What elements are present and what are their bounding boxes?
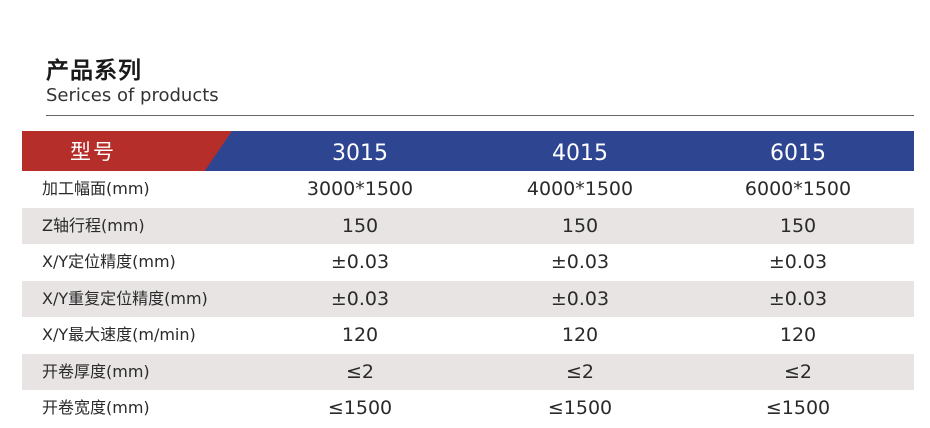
cell-value: 120 bbox=[779, 324, 817, 346]
row-label: X/Y最大速度(m/min) bbox=[42, 325, 196, 344]
row-label: 开卷宽度(mm) bbox=[42, 398, 150, 417]
cell-value: ±0.03 bbox=[768, 251, 828, 273]
section-title-cn: 产品系列 bbox=[46, 58, 142, 84]
cell-value: ≤1500 bbox=[327, 397, 393, 419]
table-row: Z轴行程(mm) 150 150 150 bbox=[22, 207, 914, 244]
table-row: X/Y重复定位精度(mm) ±0.03 ±0.03 ±0.03 bbox=[22, 280, 914, 317]
table-row: 开卷宽度(mm) ≤1500 ≤1500 ≤1500 bbox=[22, 390, 914, 427]
cell-value: ≤2 bbox=[345, 360, 374, 383]
section-title-en: Serices of products bbox=[46, 85, 219, 106]
heading-divider bbox=[46, 115, 914, 116]
row-label: X/Y重复定位精度(mm) bbox=[42, 288, 208, 308]
table-row: X/Y最大速度(m/min) 120 120 120 bbox=[22, 317, 914, 354]
cell-value: ±0.03 bbox=[330, 287, 390, 310]
row-label: 加工幅面(mm) bbox=[42, 179, 150, 198]
model-3015-header: 3015 bbox=[332, 141, 388, 166]
cell-value: ±0.03 bbox=[330, 251, 390, 273]
cell-value: 120 bbox=[561, 324, 599, 346]
table-header: 型号 3015 4015 6015 bbox=[22, 131, 914, 171]
cell-value: 150 bbox=[561, 214, 599, 237]
cell-value: ±0.03 bbox=[550, 287, 610, 310]
cell-value: ≤2 bbox=[565, 360, 594, 383]
cell-value: ±0.03 bbox=[768, 287, 828, 310]
section-heading: 产品系列 Serices of products bbox=[46, 56, 219, 107]
cell-value: 6000*1500 bbox=[744, 178, 852, 200]
model-header-label: 型号 bbox=[70, 140, 116, 164]
cell-value: ≤1500 bbox=[765, 397, 831, 419]
model-6015-header: 6015 bbox=[770, 141, 826, 166]
row-label: Z轴行程(mm) bbox=[42, 215, 145, 235]
cell-value: 4000*1500 bbox=[526, 178, 634, 200]
cell-value: 120 bbox=[341, 324, 379, 346]
table-row: X/Y定位精度(mm) ±0.03 ±0.03 ±0.03 bbox=[22, 244, 914, 281]
cell-value: ±0.03 bbox=[550, 251, 610, 273]
cell-value: ≤2 bbox=[783, 360, 812, 383]
model-header-cell bbox=[22, 131, 232, 171]
cell-value: 3000*1500 bbox=[306, 178, 414, 200]
product-spec-table: 型号 3015 4015 6015 加工幅面(mm) 3000*1500 400… bbox=[22, 131, 914, 427]
table-row: 加工幅面(mm) 3000*1500 4000*1500 6000*1500 bbox=[22, 171, 914, 208]
cell-value: 150 bbox=[341, 214, 379, 237]
cell-value: ≤1500 bbox=[547, 397, 613, 419]
row-label: 开卷厚度(mm) bbox=[42, 361, 150, 381]
table-row: 开卷厚度(mm) ≤2 ≤2 ≤2 bbox=[22, 353, 914, 390]
cell-value: 150 bbox=[779, 214, 817, 237]
row-label: X/Y定位精度(mm) bbox=[42, 252, 176, 271]
model-4015-header: 4015 bbox=[552, 141, 608, 166]
